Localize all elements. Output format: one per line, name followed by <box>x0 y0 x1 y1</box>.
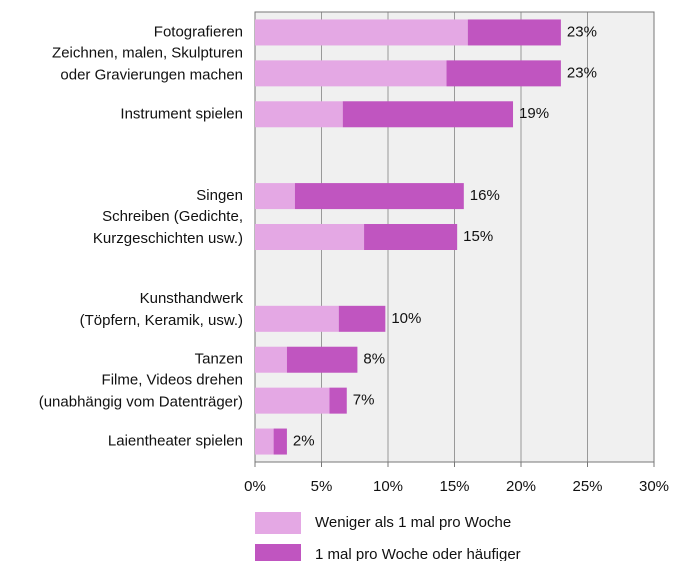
x-tick-label: 0% <box>244 478 266 495</box>
data-label: 16% <box>470 187 500 204</box>
bar-segment <box>255 387 330 414</box>
data-label: 23% <box>567 23 597 40</box>
y-tick-label: Instrument spielen <box>120 105 243 122</box>
bar-segment <box>364 224 458 250</box>
bar-segment <box>286 346 358 373</box>
data-label: 7% <box>353 392 375 409</box>
bar-segment <box>446 60 561 87</box>
bar-segment <box>255 60 447 87</box>
y-tick-label: Tanzen <box>195 351 243 368</box>
bar-segment <box>255 428 274 455</box>
y-tick-label: Singen <box>196 187 243 204</box>
x-tick-label: 10% <box>373 478 403 495</box>
bar-segment <box>255 19 468 46</box>
data-label: 23% <box>567 64 597 81</box>
legend-label: 1 mal pro Woche oder häufiger <box>315 546 521 561</box>
bar-segment <box>255 305 339 332</box>
bar-segment <box>255 224 365 250</box>
x-tick-label: 20% <box>506 478 536 495</box>
legend-swatch <box>255 544 301 561</box>
bar-segment <box>342 101 514 128</box>
y-tick-label: Kunsthandwerk (Töpfern, Keramik, usw.) <box>80 290 244 329</box>
bar-segment <box>255 183 295 210</box>
x-tick-label: 5% <box>311 478 333 495</box>
y-tick-label: Zeichnen, malen, Skulpturen oder Gravieru… <box>52 44 243 83</box>
data-label: 8% <box>363 351 385 368</box>
y-tick-label: Laientheater spielen <box>108 433 243 450</box>
bar-segment <box>329 387 347 414</box>
bar-segment <box>338 305 386 332</box>
y-tick-label: Fotografieren <box>154 23 243 40</box>
bar-segment <box>273 428 287 455</box>
x-tick-label: 25% <box>572 478 602 495</box>
data-label: 19% <box>519 105 549 122</box>
legend-swatch <box>255 512 301 534</box>
y-tick-label: Filme, Videos drehen (unabhängig vom Date… <box>39 372 243 411</box>
data-label: 2% <box>293 433 315 450</box>
bar-segment <box>294 183 464 210</box>
bar-segment <box>467 19 561 46</box>
bar-segment <box>255 101 343 128</box>
data-label: 15% <box>463 228 493 245</box>
bar-segment <box>255 346 287 373</box>
x-tick-label: 30% <box>639 478 669 495</box>
data-label: 10% <box>391 310 421 327</box>
legend-label: Weniger als 1 mal pro Woche <box>315 514 511 531</box>
x-tick-label: 15% <box>439 478 469 495</box>
y-tick-label: Schreiben (Gedichte, Kurzgeschichten usw.… <box>93 208 243 247</box>
